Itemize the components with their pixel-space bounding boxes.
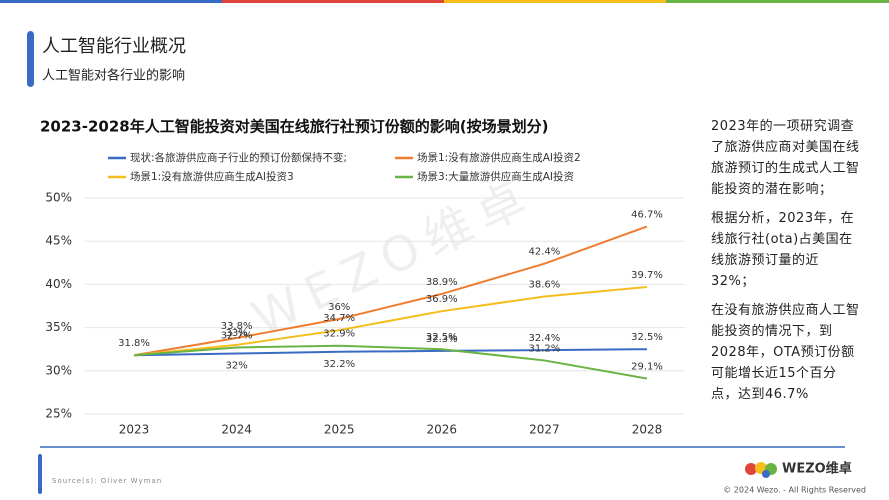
top-stripe bbox=[666, 0, 889, 3]
data-label: 32% bbox=[225, 361, 247, 372]
series-line bbox=[133, 344, 648, 380]
series-line bbox=[133, 348, 648, 357]
x-tick-label: 2024 bbox=[221, 423, 252, 437]
series-line bbox=[133, 285, 648, 357]
legend-label: 场景1:没有旅游供应商生成AI投资3 bbox=[130, 170, 294, 183]
logo-text: WEZO维卓 bbox=[782, 461, 852, 477]
data-label: 34.7% bbox=[323, 313, 355, 324]
y-tick-label: 50% bbox=[45, 191, 72, 205]
data-label: 46.7% bbox=[631, 210, 663, 221]
data-label: 42.4% bbox=[529, 247, 561, 258]
x-tick-label: 2025 bbox=[324, 423, 355, 437]
data-label: 32.3% bbox=[426, 334, 458, 345]
top-stripe bbox=[0, 0, 222, 3]
page-subtitle: 人工智能对各行业的影响 bbox=[42, 68, 185, 84]
logo-mark bbox=[745, 462, 777, 478]
data-label: 31.2% bbox=[529, 343, 561, 354]
data-label: 32.4% bbox=[529, 333, 561, 344]
copyright: © 2024 Wezo. - All Rights Reserved bbox=[723, 486, 866, 495]
series-line bbox=[133, 225, 648, 357]
y-tick-label: 40% bbox=[45, 277, 72, 291]
data-label: 31.8% bbox=[118, 338, 150, 349]
note: 2023年的一项研究调查了旅游供应商对美国在线旅游预订的生成式人工智能投资的潜在… bbox=[711, 119, 860, 197]
source: Source(s): Oliver Wyman bbox=[52, 477, 162, 485]
legend-label: 场景3:大量旅游供应商生成AI投资 bbox=[417, 170, 574, 183]
top-stripe bbox=[444, 0, 666, 3]
data-label: 32.2% bbox=[323, 359, 355, 370]
y-tick-label: 35% bbox=[45, 320, 72, 334]
data-label: 29.1% bbox=[631, 362, 663, 373]
x-tick-label: 2026 bbox=[427, 423, 458, 437]
y-tick-label: 45% bbox=[45, 234, 72, 248]
data-label: 33% bbox=[225, 328, 247, 339]
data-label: 32.7% bbox=[221, 330, 253, 341]
note: 在没有旅游供应商人工智能投资的情况下，到2028年，OTA预订份额可能增长近15… bbox=[711, 303, 860, 402]
data-label: 36.9% bbox=[426, 294, 458, 305]
data-label: 32.5% bbox=[631, 332, 663, 343]
accent-bar bbox=[38, 454, 42, 494]
x-tick-label: 2028 bbox=[632, 423, 663, 437]
top-stripe bbox=[222, 0, 444, 3]
data-label: 36% bbox=[328, 302, 350, 313]
page-title: 人工智能行业概况 bbox=[42, 36, 186, 57]
data-label: 39.7% bbox=[631, 270, 663, 281]
x-tick-label: 2023 bbox=[119, 423, 150, 437]
chart-title: 2023-2028年人工智能投资对美国在线旅行社预订份额的影响(按场景划分) bbox=[40, 118, 548, 136]
data-label: 32.5% bbox=[426, 332, 458, 343]
data-label: 32.9% bbox=[323, 329, 355, 340]
y-tick-label: 25% bbox=[45, 407, 72, 421]
data-label: 38.9% bbox=[426, 277, 458, 288]
data-label: 33.8% bbox=[221, 321, 253, 332]
accent-bar bbox=[27, 31, 34, 87]
notes: 2023年的一项研究调查了旅游供应商对美国在线旅游预订的生成式人工智能投资的潜在… bbox=[711, 116, 861, 413]
legend-label: 场景1:没有旅游供应商生成AI投资2 bbox=[417, 151, 581, 164]
note: 根据分析，2023年，在线旅行社(ota)占美国在线旅游预订量的近32%； bbox=[711, 211, 855, 289]
x-tick-label: 2027 bbox=[529, 423, 560, 437]
data-label: 38.6% bbox=[529, 279, 561, 290]
legend-label: 现状:各旅游供应商子行业的预订份额保持不变; bbox=[130, 151, 347, 164]
y-tick-label: 30% bbox=[45, 363, 72, 377]
